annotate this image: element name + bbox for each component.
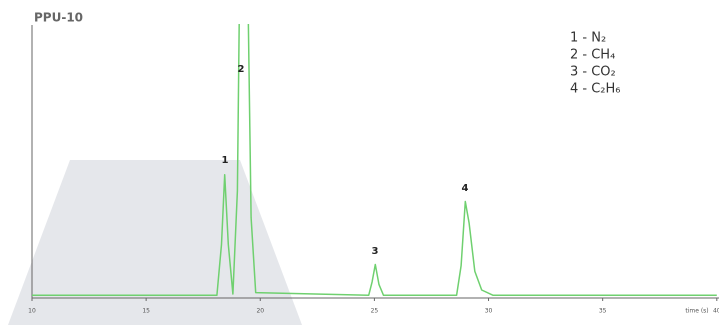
peak-label: 3 [372, 246, 379, 257]
chart-title: PPU-10 [34, 11, 83, 25]
x-tick-label: 30 [485, 308, 493, 315]
legend-entry: 4 - C₂H₆ [570, 82, 621, 97]
x-tick-label: 25 [371, 308, 379, 315]
x-tick-label: 10 [28, 308, 36, 315]
peak-label: 4 [462, 183, 469, 194]
legend-entry: 2 - CH₄ [570, 48, 615, 63]
peak-label: 1 [222, 155, 229, 166]
peak-label: 2 [238, 64, 245, 75]
x-tick-label: 20 [256, 308, 264, 315]
background-shape [8, 160, 302, 325]
legend: 1 - N₂ 2 - CH₄ 3 - CO₂ 4 - C₂H₆ [570, 31, 621, 97]
legend-entry: 1 - N₂ [570, 31, 606, 46]
x-axis-label: time (s) [685, 308, 708, 315]
x-tick-label: 35 [599, 308, 607, 315]
line [32, 24, 717, 297]
legend-entry: 3 - CO₂ [570, 65, 616, 80]
x-tick-label: 15 [142, 308, 150, 315]
x-tick-label: 40 [713, 308, 719, 315]
